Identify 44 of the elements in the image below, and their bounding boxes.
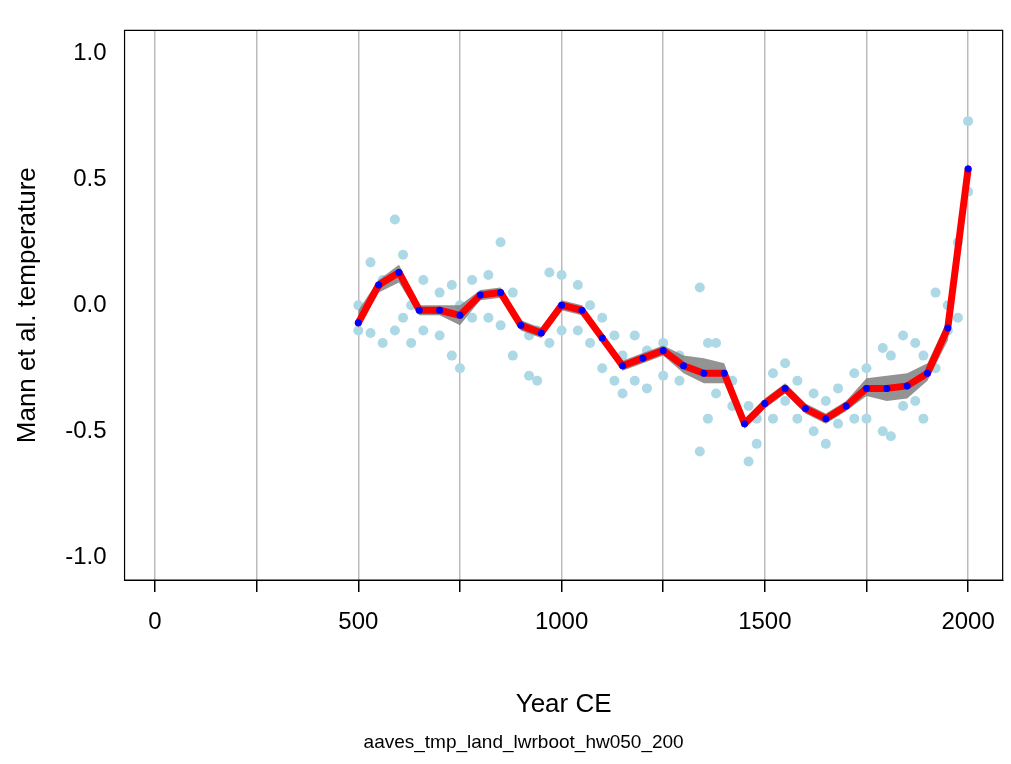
point	[700, 369, 708, 377]
point	[903, 382, 911, 390]
point	[944, 324, 952, 332]
x-tick-label: 2000	[941, 607, 995, 635]
x-tick-label: 0	[148, 607, 162, 635]
y-tick-label: -0.5	[65, 415, 107, 443]
y-tick-label: 0.5	[73, 163, 107, 191]
y-axis-title: Mann et al. temperature	[10, 167, 41, 444]
y-tick-label: -1.0	[65, 541, 107, 569]
y-tick-label: 0.0	[73, 289, 107, 317]
point	[720, 369, 728, 377]
point	[923, 369, 931, 377]
point	[680, 362, 688, 370]
point	[619, 362, 627, 370]
point	[883, 384, 891, 392]
point	[436, 306, 444, 314]
point	[802, 405, 809, 413]
point	[354, 319, 362, 327]
point	[822, 415, 830, 423]
point	[476, 291, 484, 299]
x-tick-label: 500	[338, 607, 379, 635]
point	[456, 311, 464, 319]
point	[395, 268, 403, 276]
point	[659, 347, 667, 355]
x-axis-title: Year CE	[515, 687, 612, 718]
point	[862, 384, 870, 392]
point	[761, 400, 769, 408]
x-tick-label: 1500	[738, 607, 792, 635]
point	[558, 301, 566, 309]
point	[964, 165, 972, 173]
point	[517, 321, 525, 329]
point	[375, 281, 383, 289]
point	[741, 420, 749, 428]
point	[415, 306, 423, 314]
point	[598, 334, 606, 342]
point	[842, 402, 850, 410]
point	[578, 306, 586, 314]
point	[639, 354, 647, 362]
text: aaves_tmp_land_lwrboot_hw050_200	[363, 731, 684, 753]
point	[497, 289, 505, 297]
point	[537, 329, 545, 337]
y-tick-label: 1.0	[73, 37, 107, 65]
point	[781, 384, 789, 392]
x-tick-label: 1000	[534, 607, 589, 635]
